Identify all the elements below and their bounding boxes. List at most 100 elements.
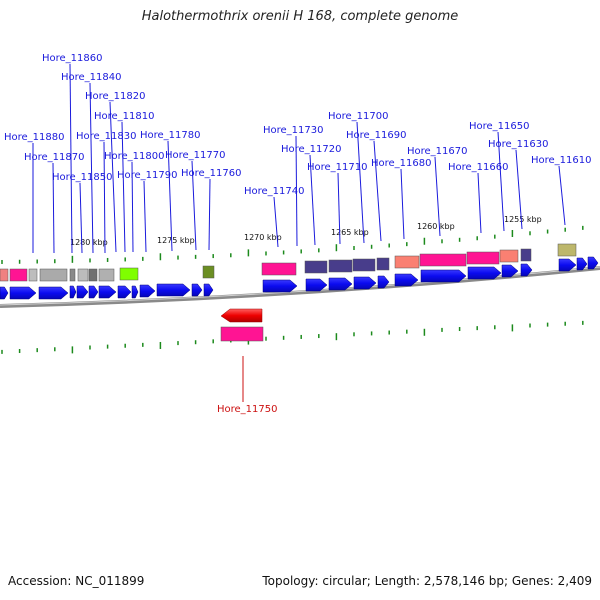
gene-box xyxy=(419,253,467,267)
scale-label: 1275 kbp xyxy=(157,236,195,245)
gene-box xyxy=(304,260,328,274)
gene-label[interactable]: Hore_11730 xyxy=(263,125,324,136)
gene-arrow-forward xyxy=(203,283,214,297)
scale-label: 1265 kbp xyxy=(331,228,369,237)
gene-label[interactable]: Hore_11690 xyxy=(346,130,407,141)
gene-label[interactable]: Hore_11820 xyxy=(85,91,146,102)
gene-label[interactable]: Hore_11830 xyxy=(76,131,137,142)
gene-box xyxy=(69,268,76,282)
gene-arrow-reverse xyxy=(220,308,263,323)
scale-ticks-lower xyxy=(1,320,584,354)
gene-arrow-forward xyxy=(262,279,298,293)
gene-label-leader xyxy=(143,180,147,253)
gene-box xyxy=(88,268,98,282)
gene-label[interactable]: Hore_11680 xyxy=(371,158,432,169)
gene-arrow-forward xyxy=(156,283,191,297)
gene-label[interactable]: Hore_11720 xyxy=(281,144,342,155)
gene-arrow-forward xyxy=(328,277,353,291)
gene-label[interactable]: Hore_11700 xyxy=(328,111,389,122)
gene-box xyxy=(376,257,390,271)
gene-label[interactable]: Hore_11800 xyxy=(104,151,165,162)
gene-label-leader xyxy=(109,101,117,253)
gene-label[interactable]: Hore_11740 xyxy=(244,186,305,197)
gene-label-leader xyxy=(373,140,382,242)
gene-arrow-forward xyxy=(305,278,328,292)
gene-label[interactable]: Hore_11850 xyxy=(52,172,113,183)
gene-label-leader xyxy=(400,168,405,240)
gene-label-leader xyxy=(295,135,298,247)
gene-arrow-forward xyxy=(587,256,599,270)
gene-arrow-forward xyxy=(501,264,519,278)
gene-label-leader xyxy=(515,149,523,230)
gene-box xyxy=(9,268,28,282)
gene-arrow-forward xyxy=(467,266,502,280)
gene-label[interactable]: Hore_11880 xyxy=(4,132,65,143)
gene-arrow-forward xyxy=(88,285,99,299)
gene-label-leader xyxy=(69,63,73,254)
gene-label-leader xyxy=(103,141,106,254)
scale-ticks-upper xyxy=(1,225,584,264)
gene-label-leader xyxy=(52,162,55,254)
gene-label[interactable]: Hore_11860 xyxy=(42,53,103,64)
gene-arrow-forward xyxy=(38,286,69,300)
genome-summary-text: Topology: circular; Length: 2,578,146 bp… xyxy=(262,574,592,588)
gene-label-leader xyxy=(497,131,505,232)
gene-arrow-forward xyxy=(69,285,77,299)
accession-text: Accession: NC_011899 xyxy=(8,574,145,588)
colored-gene-boxes xyxy=(0,243,577,282)
gene-box xyxy=(0,268,9,282)
gene-box xyxy=(28,268,38,282)
gene-label[interactable]: Hore_11870 xyxy=(24,152,85,163)
gene-label-leader xyxy=(309,154,316,246)
gene-label-leader xyxy=(477,172,482,234)
genome-backbone-highlight xyxy=(0,266,600,306)
gene-label[interactable]: Hore_11780 xyxy=(140,130,201,141)
gene-label-leader xyxy=(121,121,126,253)
gene-arrow-forward xyxy=(520,263,533,277)
gene-label-leader xyxy=(434,156,441,237)
gene-label[interactable]: Hore_11630 xyxy=(488,139,549,150)
scale-labels: 1280 kbp 1275 kbp 1270 kbp 1265 kbp 1260… xyxy=(70,215,542,247)
gene-label[interactable]: Hore_11840 xyxy=(61,72,122,83)
gene-label[interactable]: Hore_11710 xyxy=(307,162,368,173)
gene-box xyxy=(202,265,215,279)
gene-arrow-forward xyxy=(76,285,89,299)
gene-arrow-forward xyxy=(558,258,577,272)
gene-label[interactable]: Hore_11660 xyxy=(448,162,509,173)
gene-label[interactable]: Hore_11790 xyxy=(117,170,178,181)
gene-label-leader xyxy=(356,121,365,244)
gene-arrow-forward xyxy=(117,285,132,299)
gene-arrow-forward xyxy=(394,273,419,287)
gene-box xyxy=(220,326,264,342)
gene-label-leader xyxy=(558,165,566,226)
gene-arrow-forward xyxy=(0,286,9,300)
gene-box xyxy=(328,259,353,273)
gene-label[interactable]: Hore_11610 xyxy=(531,155,592,166)
gene-label[interactable]: Hore_11670 xyxy=(407,146,468,157)
gene-label[interactable]: Hore_11760 xyxy=(181,168,242,179)
gene-label-leader xyxy=(337,172,341,245)
gene-label-leader xyxy=(79,182,83,254)
gene-box xyxy=(557,243,577,257)
scale-label: 1255 kbp xyxy=(504,215,542,224)
gene-label-leaders xyxy=(32,63,566,402)
scale-label: 1270 kbp xyxy=(244,233,282,242)
gene-box xyxy=(394,255,420,269)
gene-label[interactable]: Hore_11650 xyxy=(469,121,530,132)
map-title: Halothermothrix orenii H 168, complete g… xyxy=(141,9,459,24)
scale-label: 1280 kbp xyxy=(70,238,108,247)
gene-arrow-forward xyxy=(98,285,117,299)
gene-box xyxy=(39,268,68,282)
gene-arrow-forward xyxy=(9,286,37,300)
gene-label[interactable]: Hore_11770 xyxy=(165,150,226,161)
gene-label[interactable]: Hore_11810 xyxy=(94,111,155,122)
gene-arrows-upper xyxy=(0,256,599,300)
gene-label-leader xyxy=(131,161,134,253)
gene-arrow-forward xyxy=(420,269,467,283)
gene-label-leader xyxy=(167,140,173,252)
gene-label[interactable]: Hore_11750 xyxy=(217,404,278,415)
gene-arrow-forward xyxy=(377,275,390,289)
gene-box xyxy=(98,268,115,282)
gene-box xyxy=(352,258,376,272)
